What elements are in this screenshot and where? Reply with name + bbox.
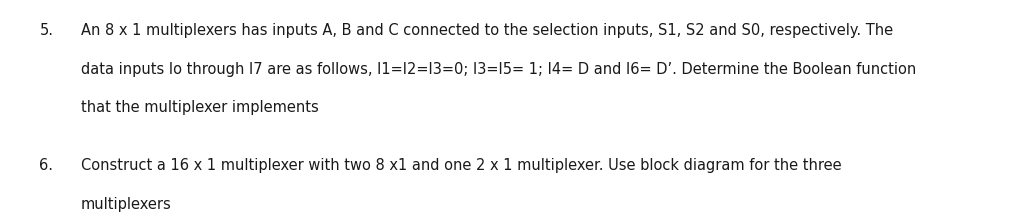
Text: that the multiplexer implements: that the multiplexer implements <box>81 100 318 115</box>
Text: 6.: 6. <box>39 158 54 173</box>
Text: Construct a 16 x 1 multiplexer with two 8 x1 and one 2 x 1 multiplexer. Use bloc: Construct a 16 x 1 multiplexer with two … <box>81 158 841 173</box>
Text: 5.: 5. <box>39 23 54 38</box>
Text: An 8 x 1 multiplexers has inputs A, B and C connected to the selection inputs, S: An 8 x 1 multiplexers has inputs A, B an… <box>81 23 893 38</box>
Text: multiplexers: multiplexers <box>81 197 172 212</box>
Text: data inputs Io through I7 are as follows, I1=I2=I3=0; I3=I5= 1; I4= D and I6= D’: data inputs Io through I7 are as follows… <box>81 62 916 77</box>
